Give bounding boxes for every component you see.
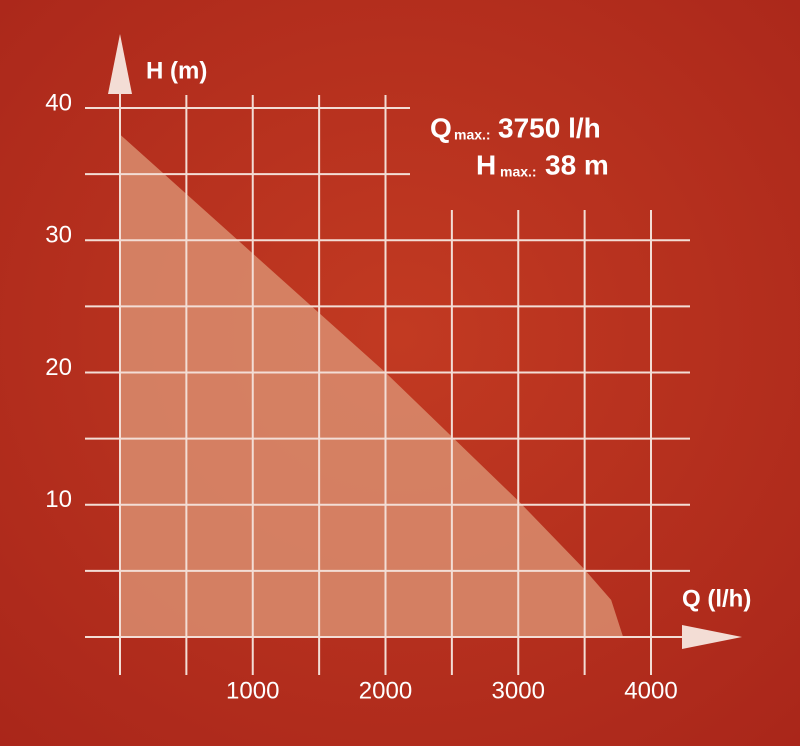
y-tick-label: 20 [45,354,72,381]
annotation-sub: max.: [454,127,491,143]
annotation-symbol: H [476,149,496,180]
y-axis-arrow [108,34,132,94]
x-tick-label: 1000 [226,677,279,704]
annotation-sub: max.: [500,164,537,180]
x-axis-label: Q (l/h) [682,585,751,612]
area [120,134,624,637]
y-tick-label: 10 [45,486,72,513]
y-tick-label: 40 [45,89,72,116]
x-tick-label: 4000 [624,677,677,704]
annotation-symbol: Q [430,112,452,143]
x-axis-arrow [682,625,742,649]
y-tick-label: 30 [45,222,72,249]
y-axis-label: H (m) [146,57,207,84]
annotation-text: 3750 l/h [498,112,601,143]
x-tick-label: 3000 [492,677,545,704]
annotation-text: 38 m [545,149,609,180]
x-tick-label: 2000 [359,677,412,704]
